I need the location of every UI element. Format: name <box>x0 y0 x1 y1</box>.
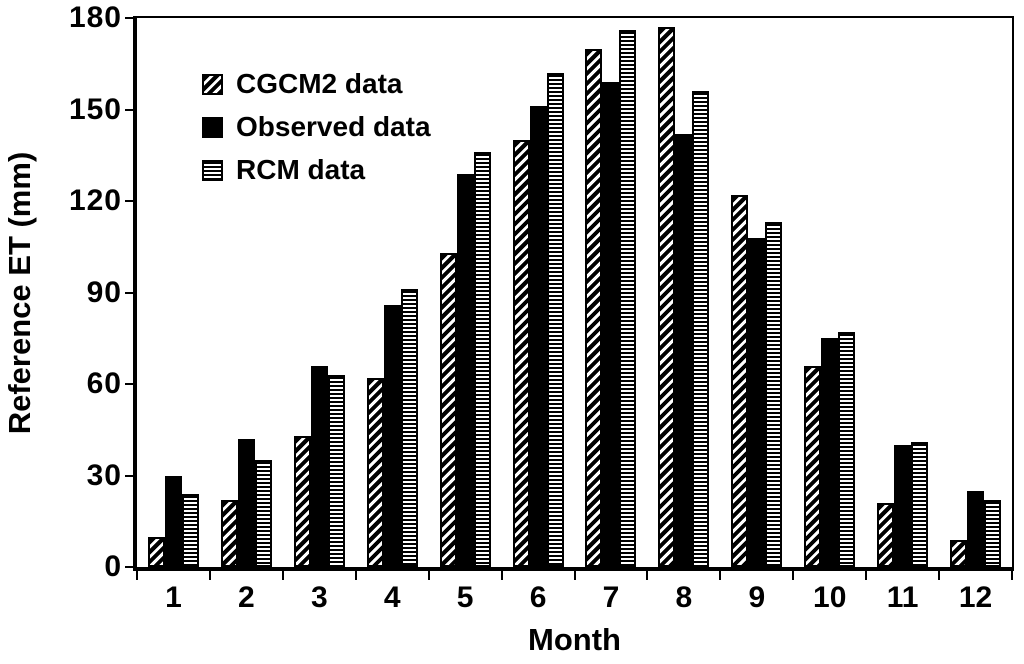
bar-observed-month-3 <box>310 365 328 567</box>
legend-item-rcm: RCM data <box>202 154 431 186</box>
bar-cgcm2-month-7 <box>585 48 603 567</box>
x-tick-label-1: 1 <box>165 581 182 614</box>
x-tick-3 <box>354 571 357 580</box>
plot-area <box>133 16 1014 571</box>
bar-cgcm2-month-5 <box>439 252 457 567</box>
x-tick-5 <box>500 571 503 580</box>
legend: CGCM2 data Observed data RCM data <box>202 68 431 197</box>
solid-black-swatch-icon <box>202 116 223 138</box>
y-tick-label-90: 90 <box>86 275 122 309</box>
y-tick-label-0: 0 <box>104 550 122 583</box>
bar-cgcm2-month-1 <box>147 536 165 567</box>
bar-rcm-month-5 <box>473 152 491 567</box>
diagonal-hatch-swatch-icon <box>202 73 223 95</box>
bar-observed-month-4 <box>383 304 401 567</box>
bar-cgcm2-month-10 <box>804 365 822 567</box>
y-tick-label-180: 180 <box>68 1 122 34</box>
y-tick-label-120: 120 <box>68 184 122 217</box>
y-tick-180 <box>125 17 134 19</box>
bar-observed-month-10 <box>821 338 839 567</box>
y-tick-label-30: 30 <box>86 458 122 492</box>
y-tick-120 <box>125 200 134 202</box>
x-tick-label-7: 7 <box>602 581 620 614</box>
x-tick-4 <box>427 571 430 580</box>
bar-rcm-month-12 <box>984 499 1002 567</box>
bar-rcm-month-3 <box>327 374 345 567</box>
bar-rcm-month-9 <box>765 222 783 567</box>
y-axis-title: Reference ET (mm) <box>2 151 37 435</box>
bar-observed-month-1 <box>164 475 182 567</box>
x-tick-label-9: 9 <box>748 581 766 614</box>
bar-observed-month-11 <box>894 445 912 567</box>
bar-rcm-month-11 <box>911 441 929 567</box>
bar-rcm-month-2 <box>254 460 272 567</box>
x-tick-11 <box>938 571 941 580</box>
x-tick-label-4: 4 <box>383 581 401 614</box>
x-tick-label-8: 8 <box>675 581 693 614</box>
x-tick-2 <box>281 571 284 580</box>
bars-container <box>137 18 1012 567</box>
bar-rcm-month-10 <box>838 332 856 567</box>
bar-observed-month-12 <box>967 490 985 567</box>
x-tick-1 <box>208 571 211 580</box>
x-tick-6 <box>573 571 576 580</box>
bar-rcm-month-7 <box>619 30 637 567</box>
legend-item-observed: Observed data <box>202 111 431 143</box>
x-tick-0 <box>136 571 138 580</box>
bar-observed-month-5 <box>456 173 474 567</box>
bar-rcm-month-6 <box>546 72 564 567</box>
x-tick-10 <box>865 571 868 580</box>
x-tick-label-6: 6 <box>529 581 547 614</box>
bar-cgcm2-month-9 <box>731 194 749 567</box>
x-tick-label-5: 5 <box>456 581 474 614</box>
bar-observed-month-6 <box>529 106 547 567</box>
x-tick-8 <box>719 571 722 580</box>
x-tick-9 <box>792 571 795 580</box>
y-tick-label-60: 60 <box>86 367 122 400</box>
y-tick-60 <box>125 383 134 385</box>
bar-rcm-month-1 <box>181 493 199 567</box>
bar-observed-month-9 <box>748 237 766 567</box>
bar-cgcm2-month-4 <box>366 377 384 567</box>
bar-cgcm2-month-11 <box>877 502 895 567</box>
bar-observed-month-7 <box>602 82 620 567</box>
bar-cgcm2-month-12 <box>950 539 968 567</box>
bar-observed-month-8 <box>675 133 693 567</box>
x-tick-label-12: 12 <box>958 581 993 614</box>
x-tick-label-2: 2 <box>238 581 255 614</box>
y-tick-90 <box>125 291 134 294</box>
x-tick-label-11: 11 <box>886 581 919 614</box>
horizontal-lines-swatch-icon <box>202 159 223 181</box>
bar-cgcm2-month-6 <box>512 140 530 567</box>
y-tick-30 <box>125 474 134 477</box>
legend-label: CGCM2 data <box>236 68 403 99</box>
legend-label: Observed data <box>236 111 431 142</box>
legend-item-cgcm2: CGCM2 data <box>202 68 431 100</box>
x-tick-label-3: 3 <box>310 581 328 614</box>
bar-cgcm2-month-3 <box>293 435 311 567</box>
x-tick-12 <box>1011 571 1013 580</box>
y-tick-0 <box>125 566 134 568</box>
bar-cgcm2-month-2 <box>220 499 238 567</box>
x-tick-label-10: 10 <box>813 581 847 614</box>
x-tick-7 <box>646 571 649 580</box>
bar-rcm-month-8 <box>692 91 710 567</box>
bar-observed-month-2 <box>237 438 255 567</box>
y-tick-label-150: 150 <box>68 92 122 126</box>
x-axis-title: Month <box>528 622 621 657</box>
legend-label: RCM data <box>236 154 366 185</box>
y-tick-150 <box>125 108 134 111</box>
bar-rcm-month-4 <box>400 289 418 567</box>
bar-cgcm2-month-8 <box>658 27 676 567</box>
